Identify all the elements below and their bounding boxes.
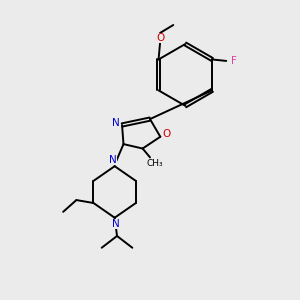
Text: N: N (109, 155, 117, 165)
Text: O: O (156, 33, 164, 43)
Text: N: N (112, 219, 120, 229)
Text: CH₃: CH₃ (147, 159, 163, 168)
Text: F: F (231, 56, 236, 66)
Text: N: N (112, 118, 119, 128)
Text: O: O (162, 129, 170, 140)
